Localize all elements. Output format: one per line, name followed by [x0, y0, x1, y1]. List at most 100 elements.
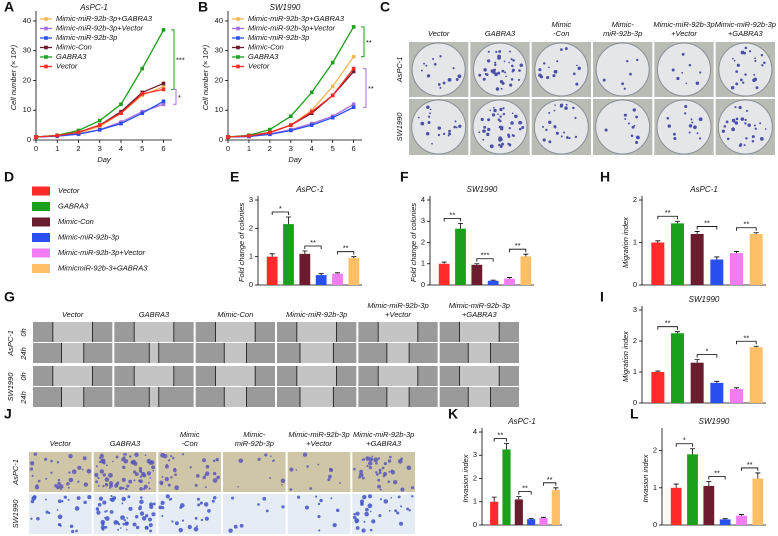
dish	[534, 42, 589, 97]
y-tick-label: 3	[421, 216, 425, 225]
significance-label: *	[178, 93, 181, 102]
subrow-label: 0h	[19, 328, 28, 336]
cell	[165, 494, 170, 499]
cell	[408, 509, 411, 512]
significance-label: **	[368, 84, 374, 93]
colony	[447, 134, 450, 137]
colony	[507, 135, 511, 138]
cell	[171, 520, 174, 523]
colony	[482, 77, 486, 81]
significance-label: **	[310, 238, 316, 247]
cell	[108, 472, 113, 478]
colony	[442, 132, 446, 136]
cell	[339, 482, 342, 484]
colony	[554, 126, 557, 129]
y-tick-label: 0	[249, 280, 253, 289]
error-bar	[706, 481, 712, 486]
cell	[86, 468, 92, 474]
data-point	[351, 69, 356, 74]
y-tick-label: 40	[215, 16, 223, 25]
cell	[216, 475, 220, 480]
row-label: AsPC-1	[6, 330, 15, 357]
colony	[637, 137, 640, 140]
cell	[102, 500, 107, 505]
colony	[667, 124, 671, 128]
cell	[158, 505, 163, 510]
column-header: Mimic-	[612, 20, 635, 29]
x-axis-label: Day	[288, 155, 303, 164]
colony	[510, 78, 514, 81]
y-axis-label: Invasion index	[461, 454, 470, 502]
significance-label: **	[665, 319, 671, 328]
cell	[109, 497, 113, 501]
colony	[761, 64, 764, 67]
panel-label: A	[4, 0, 14, 15]
colony	[501, 69, 505, 73]
series-line	[227, 26, 355, 138]
cell	[204, 486, 207, 489]
data-point	[119, 121, 123, 126]
y-tick-label: 0	[421, 280, 425, 289]
dish	[595, 42, 650, 97]
cell	[361, 528, 366, 533]
bar	[749, 234, 763, 285]
x-tick-label: 4	[310, 144, 314, 153]
column-header: +Vector	[385, 310, 411, 319]
colony	[553, 69, 558, 74]
cell	[410, 486, 415, 490]
cell	[29, 467, 34, 471]
data-point	[309, 90, 314, 95]
cell	[315, 495, 318, 498]
colony	[487, 118, 491, 122]
cell	[99, 469, 105, 474]
cell	[97, 476, 100, 480]
column-header: Mimic	[180, 430, 200, 439]
cell	[355, 526, 360, 530]
scratch-gap	[459, 322, 500, 342]
cell	[289, 488, 293, 491]
colony	[564, 47, 568, 50]
cell	[57, 514, 63, 520]
legend-marker	[44, 36, 48, 40]
cell	[281, 505, 285, 509]
cell	[309, 487, 313, 490]
cell	[161, 476, 164, 478]
colony	[726, 137, 730, 141]
cell	[202, 475, 206, 480]
colony	[452, 67, 455, 70]
bar	[703, 485, 715, 525]
colony	[437, 126, 442, 130]
cell	[164, 477, 169, 482]
colony	[735, 82, 739, 86]
error-bar	[441, 261, 447, 264]
cell	[387, 480, 391, 484]
cell	[205, 464, 210, 469]
colony	[501, 142, 504, 146]
colony	[486, 59, 491, 63]
cell	[365, 507, 369, 512]
significance-bracket	[493, 438, 507, 442]
colony	[497, 71, 501, 75]
column-header: GABRA3	[485, 29, 516, 38]
colony	[721, 129, 726, 133]
bar	[690, 234, 704, 285]
cell	[151, 465, 156, 470]
cell	[375, 471, 378, 474]
column-header: Mimic	[552, 20, 572, 29]
cell	[117, 528, 120, 531]
bar	[687, 454, 698, 525]
colony	[455, 78, 459, 81]
x-axis-label: Day	[97, 155, 112, 164]
panel-label: G	[4, 289, 15, 305]
colony	[507, 142, 510, 145]
colony	[741, 81, 745, 84]
colony	[498, 138, 502, 142]
cell	[139, 499, 144, 505]
cell	[387, 459, 392, 463]
legend-label: Mimic-miR-92b-3p	[58, 232, 119, 241]
cell	[146, 458, 152, 464]
cell	[167, 483, 171, 487]
column-header: +Vector	[671, 29, 697, 38]
legend-label: Mimic-miR-92b-3p	[248, 33, 309, 42]
y-tick-label: 0	[473, 520, 477, 529]
